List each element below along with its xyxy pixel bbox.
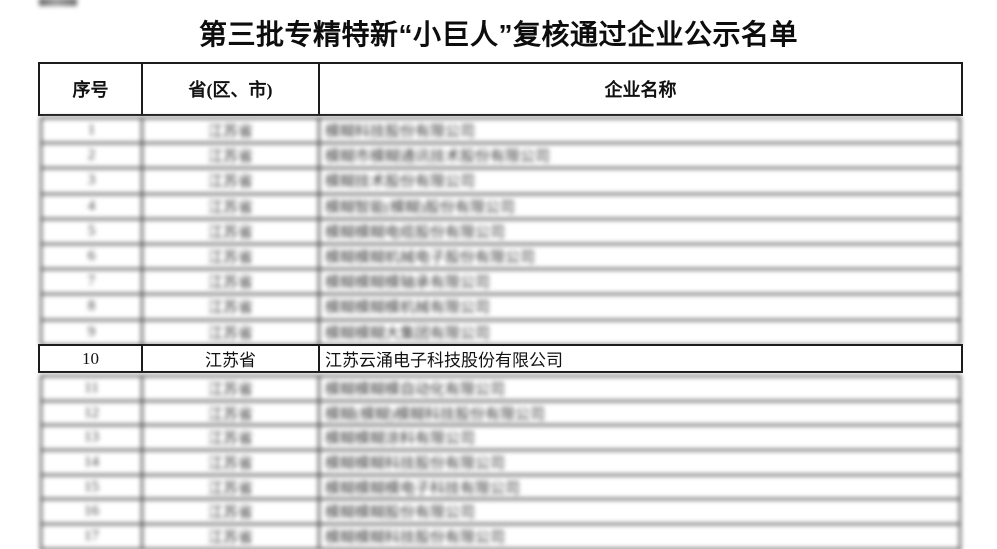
row-index-cell: 4 xyxy=(42,194,143,218)
row-index-cell: 7 xyxy=(42,270,143,294)
row-province-cell: 江苏省 xyxy=(143,295,320,319)
row-index-cell: 10 xyxy=(40,346,143,371)
table-row: 10 江苏省 江苏云涌电子科技股份有限公司 xyxy=(40,346,961,371)
row-index-cell: 15 xyxy=(42,475,143,499)
row-company-cell: 江苏云涌电子科技股份有限公司 xyxy=(325,351,563,370)
row-province-cell: 江苏省 xyxy=(143,119,320,143)
row-company-cell: 模糊模糊涂料有限公司 xyxy=(325,431,476,448)
row-company-cell: 模糊模糊大集团有限公司 xyxy=(325,325,491,342)
col-header-index: 序号 xyxy=(40,64,143,114)
row-province-cell: 江苏省 xyxy=(143,451,320,474)
row-company-cell: 模糊市模糊通讯技术股份有限公司 xyxy=(325,149,551,166)
row-index-cell: 11 xyxy=(42,377,143,400)
col-header-company: 企业名称 xyxy=(604,80,677,100)
row-company-cell: 模糊模糊模电子科技有限公司 xyxy=(325,480,521,497)
row-index-cell: 5 xyxy=(42,219,143,243)
table-row: 3 江苏省 模糊技术股份有限公司 xyxy=(42,169,959,195)
page-title: 第三批专精特新“小巨人”复核通过企业公示名单 xyxy=(198,19,798,50)
row-index-cell: 1 xyxy=(42,119,143,143)
table-row: 1 江苏省 模糊科技股份有限公司 xyxy=(42,119,959,145)
row-index-cell: 12 xyxy=(42,401,143,425)
row-province-cell: 江苏省 xyxy=(143,426,320,450)
table-row: 2 江苏省 模糊市模糊通讯技术股份有限公司 xyxy=(42,144,959,170)
row-province-cell: 江苏省 xyxy=(143,244,320,269)
row-company-cell: 模糊模糊股份有限公司 xyxy=(325,505,476,522)
row-company-cell: 模糊模糊模轴承有限公司 xyxy=(325,275,491,292)
highlighted-row-10: 10 江苏省 江苏云涌电子科技股份有限公司 xyxy=(38,344,963,373)
row-province-cell: 江苏省 xyxy=(143,169,320,193)
row-province-cell: 江苏省 xyxy=(143,401,320,425)
table-row: 12 江苏省 模糊(模糊)模糊科技股份有限公司 xyxy=(42,401,959,427)
row-province-cell: 江苏省 xyxy=(143,270,320,294)
row-province-cell: 江苏省 xyxy=(143,475,320,499)
table-row: 9 江苏省 模糊模糊大集团有限公司 xyxy=(42,320,959,346)
row-province-cell: 江苏省 xyxy=(143,144,320,168)
table-row: 6 江苏省 模糊模糊机械电子股份有限公司 xyxy=(42,244,959,271)
row-company-cell: 模糊模糊机械电子股份有限公司 xyxy=(325,250,536,267)
col-header-province: 省(区、市) xyxy=(143,64,320,114)
blurred-rows-11-17: 11 江苏省 模糊模糊模自动化有限公司 12 江苏省 模糊(模糊)模糊科技股份有限公司 13… xyxy=(40,375,961,549)
table-row: 8 江苏省 模糊模糊模机械有限公司 xyxy=(42,295,959,321)
row-province-cell: 江苏省 xyxy=(143,525,320,548)
row-company-cell: 模糊技术股份有限公司 xyxy=(325,174,476,191)
table-row: 15 江苏省 模糊模糊模电子科技有限公司 xyxy=(42,475,959,501)
row-province-cell: 江苏省 xyxy=(143,346,320,371)
row-province-cell: 江苏省 xyxy=(143,219,320,243)
row-index-cell: 13 xyxy=(42,426,143,450)
row-company-cell: 模糊科技股份有限公司 xyxy=(325,124,476,141)
blurred-rows-1-9: 1 江苏省 模糊科技股份有限公司 2 江苏省 模糊市模糊通讯技术股份有限公司 3 江苏省 模糊技… xyxy=(40,117,961,346)
row-company-cell: 模糊模糊模自动化有限公司 xyxy=(325,381,506,398)
table-row: 7 江苏省 模糊模糊模轴承有限公司 xyxy=(42,270,959,296)
row-index-cell: 3 xyxy=(42,169,143,193)
row-index-cell: 6 xyxy=(42,244,143,269)
row-company-cell: 模糊模糊科技股份有限公司 xyxy=(325,529,506,546)
table-row: 17 江苏省 模糊模糊科技股份有限公司 xyxy=(42,525,959,549)
row-company-cell: 模糊(模糊)模糊科技股份有限公司 xyxy=(325,406,545,423)
table-row: 14 江苏省 模糊模糊科技股份有限公司 xyxy=(42,451,959,476)
table-header-row: 序号 省(区、市) 企业名称 xyxy=(40,64,961,114)
row-index-cell: 14 xyxy=(42,451,143,474)
row-province-cell: 江苏省 xyxy=(143,320,320,344)
table-row: 5 江苏省 模糊模糊电缆股份有限公司 xyxy=(42,219,959,245)
row-index-cell: 17 xyxy=(42,525,143,548)
row-index-cell: 9 xyxy=(42,320,143,344)
row-company-cell: 模糊模糊模机械有限公司 xyxy=(325,300,491,317)
row-company-cell: 模糊模糊科技股份有限公司 xyxy=(325,455,506,472)
table-row: 11 江苏省 模糊模糊模自动化有限公司 xyxy=(42,377,959,402)
table-row: 13 江苏省 模糊模糊涂料有限公司 xyxy=(42,426,959,452)
row-province-cell: 江苏省 xyxy=(143,500,320,524)
row-province-cell: 江苏省 xyxy=(143,377,320,400)
row-province-cell: 江苏省 xyxy=(143,194,320,218)
row-index-cell: 8 xyxy=(42,295,143,319)
corner-blur-artifact xyxy=(39,0,77,6)
table-header: 序号 省(区、市) 企业名称 xyxy=(38,62,963,116)
row-company-cell: 模糊智能(模糊)股份有限公司 xyxy=(325,199,515,216)
table-row: 4 江苏省 模糊智能(模糊)股份有限公司 xyxy=(42,194,959,220)
row-index-cell: 16 xyxy=(42,500,143,524)
row-company-cell: 模糊模糊电缆股份有限公司 xyxy=(325,224,506,241)
row-index-cell: 2 xyxy=(42,144,143,168)
table-row: 16 江苏省 模糊模糊股份有限公司 xyxy=(42,500,959,526)
